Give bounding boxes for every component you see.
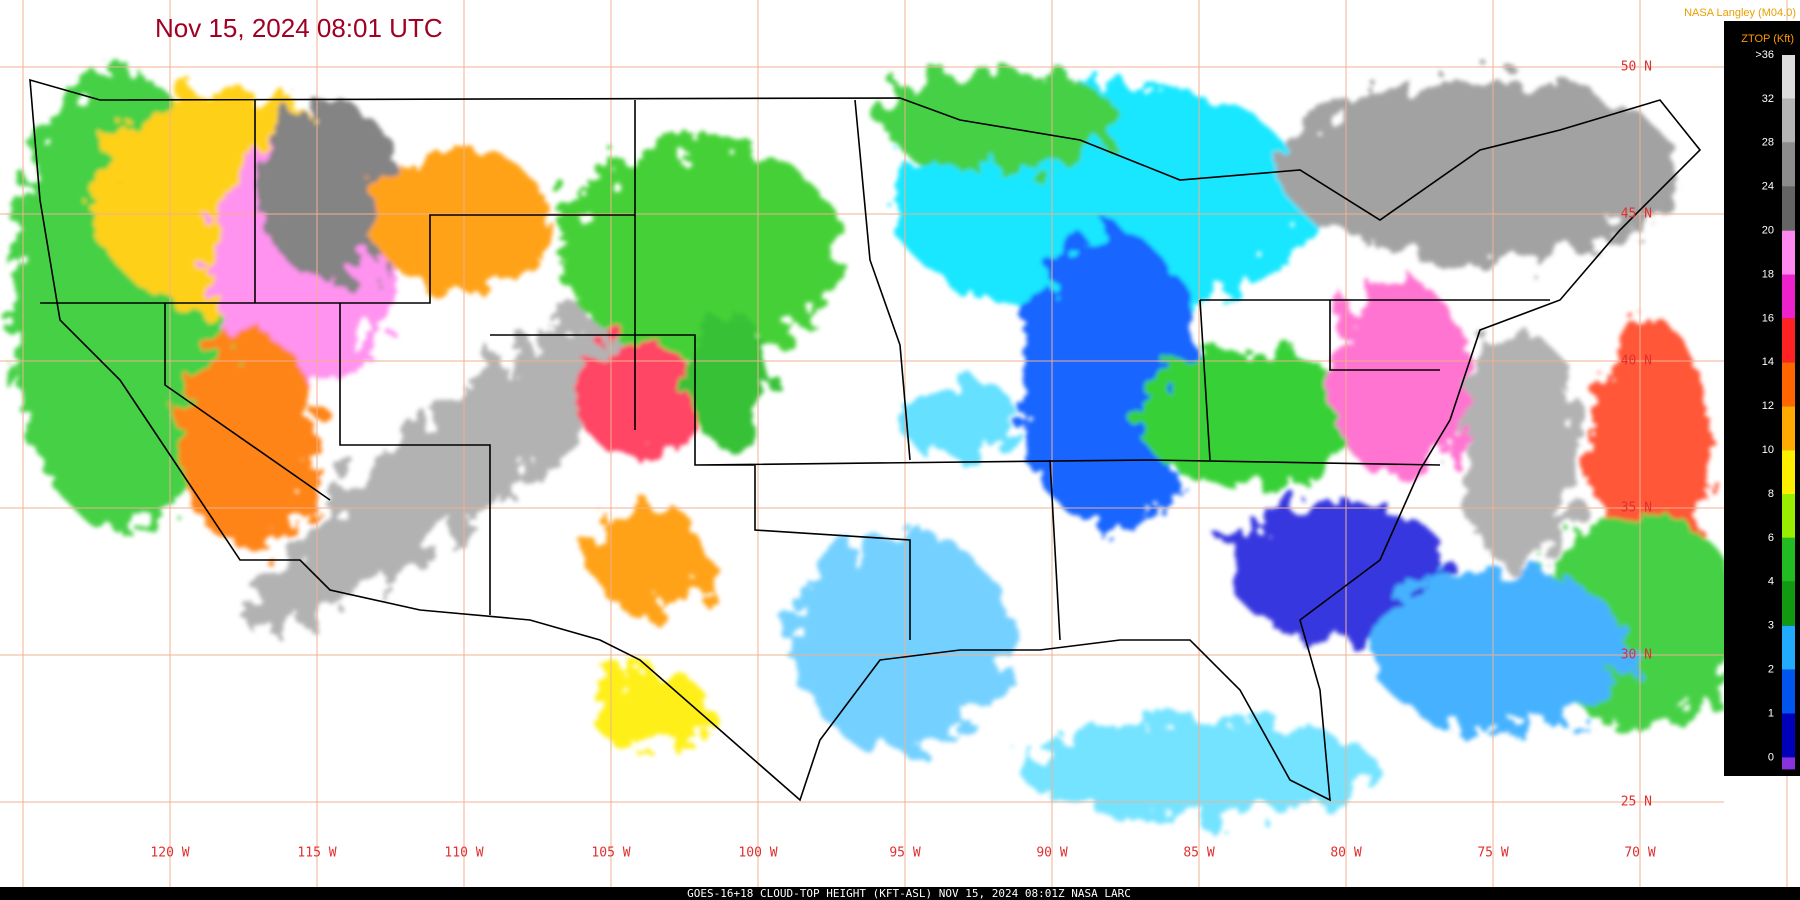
map-title: Nov 15, 2024 08:01 UTC <box>155 13 443 43</box>
legend-swatch <box>1782 713 1795 758</box>
caption-bar <box>0 887 1800 900</box>
legend-label: 10 <box>1762 444 1774 456</box>
legend-label: 12 <box>1762 400 1774 412</box>
legend-swatch <box>1782 142 1795 187</box>
legend-swatch <box>1782 186 1795 231</box>
legend-label: 32 <box>1762 93 1774 105</box>
legend-swatch <box>1782 581 1795 626</box>
legend-label: 2 <box>1768 664 1774 676</box>
legend-swatch <box>1782 669 1795 714</box>
longitude-label: 115 W <box>297 846 336 861</box>
longitude-label: 90 W <box>1036 846 1067 861</box>
legend-label: 28 <box>1762 137 1774 149</box>
legend-swatch <box>1782 55 1795 99</box>
legend-swatch <box>1782 98 1795 143</box>
legend-swatch <box>1782 625 1795 670</box>
legend-label: 16 <box>1762 312 1774 324</box>
latitude-label: 25 N <box>1621 795 1652 810</box>
boundaries <box>29 78 1702 802</box>
legend-swatch <box>1782 230 1795 275</box>
legend-label: 4 <box>1768 576 1774 588</box>
legend-label: >36 <box>1755 49 1774 61</box>
credit: NASA Langley (M04.0) <box>1684 7 1796 19</box>
latitude-label: 40 N <box>1621 354 1652 369</box>
legend-title: ZTOP (Kft) <box>1741 33 1794 45</box>
longitude-label: 70 W <box>1624 846 1655 861</box>
legend-label: 18 <box>1762 268 1774 280</box>
legend-label: 3 <box>1768 620 1774 632</box>
legend-swatch <box>1782 274 1795 319</box>
caption: GOES-16+18 CLOUD-TOP HEIGHT (KFT-ASL) NO… <box>687 887 1131 900</box>
legend-label: 8 <box>1768 488 1774 500</box>
latitude-label: 30 N <box>1621 648 1652 663</box>
legend-label: 14 <box>1762 356 1774 368</box>
legend-swatch <box>1782 362 1795 407</box>
legend-label: 6 <box>1768 532 1774 544</box>
legend-swatch <box>1782 537 1795 582</box>
legend-swatch <box>1782 494 1795 538</box>
longitude-label: 75 W <box>1477 846 1508 861</box>
graticule <box>0 0 1788 887</box>
legend-swatch <box>1782 757 1795 770</box>
longitude-label: 85 W <box>1183 846 1214 861</box>
legend-swatch <box>1782 318 1795 363</box>
cloud-layer <box>10 70 1740 820</box>
legend-label: 24 <box>1762 181 1774 193</box>
legend-label: 0 <box>1768 751 1774 763</box>
latitude-label: 45 N <box>1621 207 1652 222</box>
longitude-label: 100 W <box>738 846 777 861</box>
longitude-label: 105 W <box>591 846 630 861</box>
legend-swatch <box>1782 406 1795 451</box>
latitude-label: 35 N <box>1621 501 1652 516</box>
longitude-label: 95 W <box>889 846 920 861</box>
legend-label: 1 <box>1768 707 1774 719</box>
longitude-label: 120 W <box>150 846 189 861</box>
legend-swatch <box>1782 450 1795 494</box>
longitude-label: 110 W <box>444 846 483 861</box>
longitude-label: 80 W <box>1330 846 1361 861</box>
legend-label: 20 <box>1762 225 1774 237</box>
latitude-label: 50 N <box>1621 60 1652 75</box>
